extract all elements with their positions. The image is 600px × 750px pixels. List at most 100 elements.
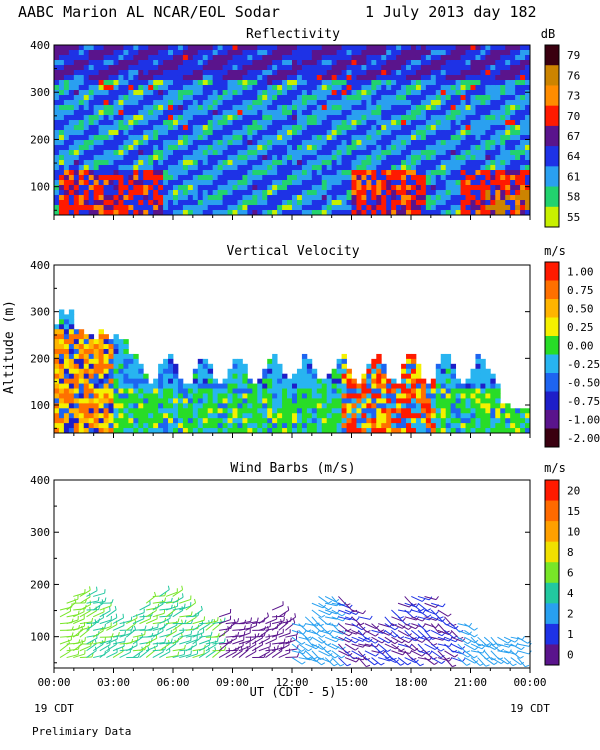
velocity-cell (202, 398, 209, 404)
velocity-cell (282, 428, 288, 434)
reflectivity-cell (465, 180, 471, 186)
reflectivity-cell (282, 195, 288, 201)
velocity-cell (168, 418, 174, 424)
reflectivity-cell (63, 105, 70, 111)
velocity-cell (242, 408, 248, 414)
reflectivity-cell (520, 45, 526, 51)
reflectivity-cell (192, 120, 199, 126)
velocity-cell (480, 358, 486, 365)
reflectivity-cell (316, 200, 323, 206)
reflectivity-cell (83, 210, 90, 216)
reflectivity-cell (93, 75, 100, 81)
velocity-cell (242, 423, 248, 429)
reflectivity-cell (54, 205, 60, 211)
reflectivity-cell (296, 60, 303, 66)
reflectivity-cell (103, 135, 109, 141)
reflectivity-cell (391, 155, 397, 161)
velocity-cell (232, 428, 238, 434)
velocity-cell (63, 319, 70, 325)
reflectivity-cell (83, 105, 90, 111)
velocity-cell (351, 378, 357, 384)
velocity-cell (173, 428, 179, 434)
reflectivity-cell (187, 90, 194, 96)
reflectivity-cell (118, 165, 124, 171)
reflectivity-cell (430, 105, 437, 111)
reflectivity-cell (351, 55, 357, 61)
reflectivity-cell (311, 55, 318, 61)
velocity-cell (98, 388, 104, 394)
reflectivity-cell (232, 180, 238, 186)
reflectivity-cell (415, 150, 422, 156)
velocity-cell (262, 373, 268, 380)
velocity-cell (381, 363, 387, 370)
reflectivity-cell (376, 115, 382, 121)
wind-barb (66, 619, 79, 625)
velocity-cell (202, 373, 209, 380)
reflectivity-cell (391, 140, 397, 146)
velocity-cell (83, 408, 90, 414)
velocity-cell (361, 403, 367, 409)
reflectivity-cell (495, 75, 501, 81)
reflectivity-cell (277, 65, 283, 71)
reflectivity-cell (197, 200, 204, 206)
reflectivity-cell (133, 100, 139, 106)
velocity-cell (450, 413, 457, 419)
velocity-cell (98, 413, 104, 419)
reflectivity-cell (430, 155, 437, 161)
reflectivity-cell (212, 165, 219, 171)
reflectivity-cell (356, 85, 362, 91)
velocity-cell (366, 373, 372, 380)
reflectivity-cell (63, 180, 70, 186)
reflectivity-cell (450, 120, 457, 126)
reflectivity-cell (465, 195, 471, 201)
velocity-cell (128, 358, 134, 365)
velocity-cell (143, 398, 149, 404)
reflectivity-cell (406, 100, 412, 106)
reflectivity-cell (262, 190, 268, 196)
reflectivity-cell (143, 90, 149, 96)
velocity-cell (341, 413, 347, 419)
reflectivity-cell (187, 210, 194, 216)
velocity-cell (202, 413, 209, 419)
reflectivity-cell (475, 60, 481, 66)
wind-barb (86, 637, 98, 645)
wind-barb (79, 645, 92, 652)
reflectivity-cell (78, 175, 85, 181)
reflectivity-cell (396, 120, 402, 126)
reflectivity-cell (73, 65, 80, 71)
reflectivity-cell (182, 200, 189, 206)
reflectivity-cell (68, 180, 75, 186)
velocity-cell (351, 413, 357, 419)
velocity-cell (510, 418, 516, 424)
wind-barb (145, 649, 156, 658)
velocity-cell (455, 378, 461, 384)
reflectivity-cell (88, 150, 95, 156)
reflectivity-cell (287, 145, 293, 151)
velocity-cell (301, 398, 308, 404)
velocity-cell (316, 413, 323, 419)
x-axis-label: UT (CDT - 5) (250, 685, 337, 699)
reflectivity-cell (485, 85, 491, 91)
velocity-cell (267, 368, 273, 375)
velocity-cell (187, 388, 194, 394)
reflectivity-cell (177, 60, 184, 66)
velocity-cell (267, 363, 273, 370)
reflectivity-cell (227, 175, 233, 181)
reflectivity-cell (515, 140, 521, 146)
reflectivity-cell (391, 75, 397, 81)
velocity-cell (485, 403, 491, 409)
reflectivity-cell (212, 170, 219, 176)
reflectivity-cell (108, 110, 114, 116)
reflectivity-cell (88, 140, 95, 146)
velocity-cell (113, 418, 119, 424)
reflectivity-cell (480, 200, 486, 206)
reflectivity-cell (93, 180, 100, 186)
velocity-cell (93, 398, 100, 404)
reflectivity-cell (415, 200, 422, 206)
velocity-cell (58, 428, 65, 434)
velocity-cell (296, 413, 303, 419)
reflectivity-cell (272, 130, 278, 136)
reflectivity-cell (515, 150, 521, 156)
reflectivity-cell (88, 115, 95, 121)
reflectivity-cell (520, 155, 526, 161)
